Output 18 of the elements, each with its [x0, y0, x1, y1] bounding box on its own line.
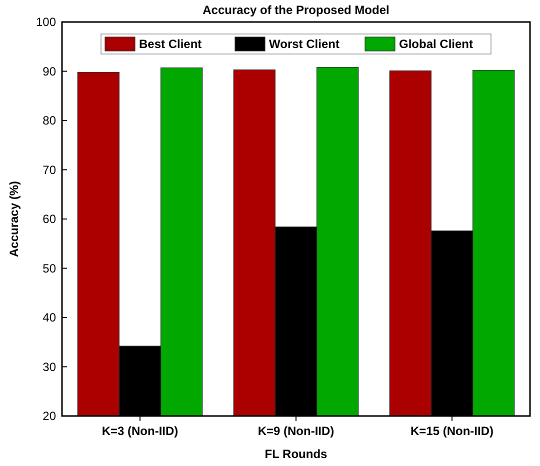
y-tick-label: 30: [42, 360, 56, 374]
legend-label: Global Client: [399, 37, 474, 52]
y-tick-label: 60: [42, 212, 56, 226]
y-tick-label: 80: [42, 114, 56, 128]
legend-label: Best Client: [139, 37, 202, 52]
legend-label: Worst Client: [269, 37, 340, 52]
y-tick-label: 100: [36, 15, 56, 30]
y-tick-label: 70: [42, 162, 56, 177]
y-axis-title: Accuracy (%): [7, 180, 21, 258]
x-tick-label: K=9 (Non-IID): [258, 424, 334, 438]
chart-title: Accuracy of the Proposed Model: [202, 3, 390, 17]
y-tick-label: 40: [42, 310, 56, 325]
x-tick-label: K=3 (Non-IID): [102, 424, 178, 438]
x-axis-title: FL Rounds: [264, 447, 328, 461]
y-tick-label: 90: [42, 64, 56, 78]
y-tick-label: 20: [42, 409, 56, 424]
x-tick-label: K=15 (Non-IID): [410, 424, 494, 438]
y-tick-label: 50: [42, 261, 56, 276]
